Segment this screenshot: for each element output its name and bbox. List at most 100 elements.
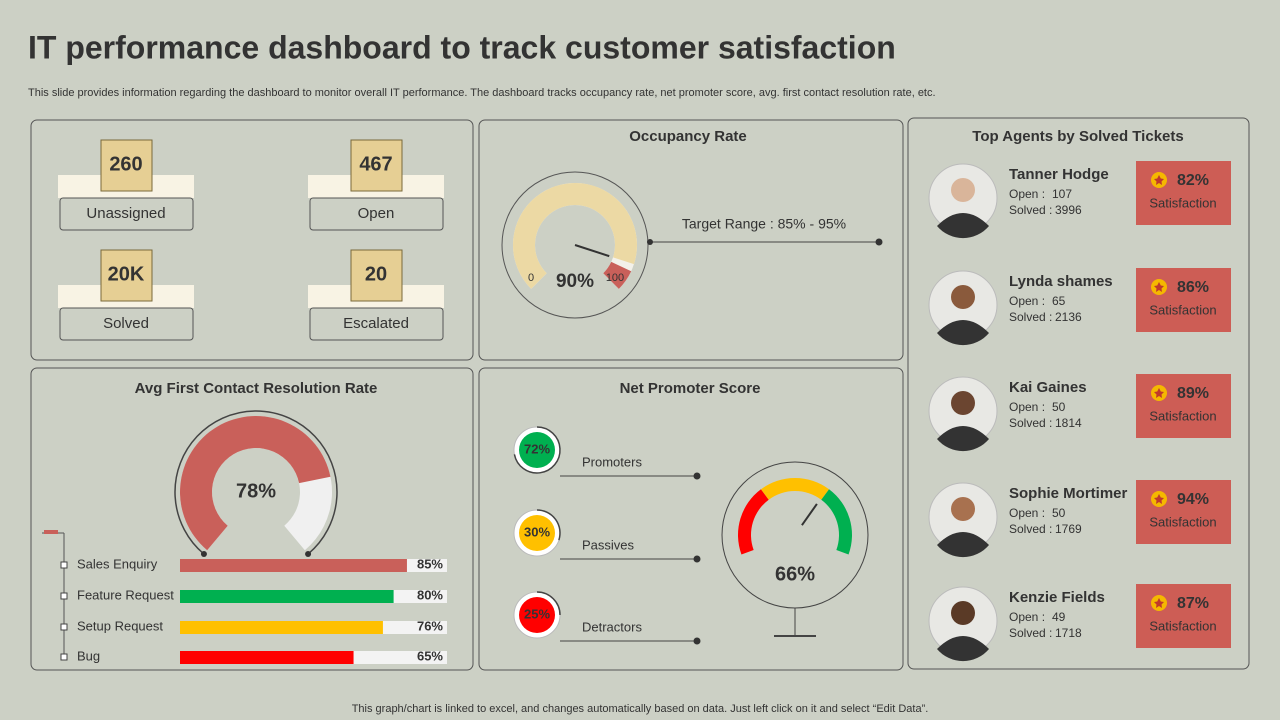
satisfaction-label: Satisfaction (1149, 514, 1216, 529)
agent-solved: 2136 (1055, 310, 1082, 324)
satisfaction-box (1136, 584, 1231, 648)
legend-square (60, 623, 68, 631)
agent-solved: 1718 (1055, 626, 1082, 640)
nps-dot (693, 637, 701, 645)
agent-name: Lynda shames (1009, 273, 1113, 290)
agent-open-label: Open : (1009, 187, 1045, 201)
kpi-value-box (350, 249, 403, 302)
bar (180, 590, 394, 603)
kpi-label-box (309, 197, 444, 231)
star-shape (1154, 598, 1164, 608)
gauge-zone (760, 478, 830, 500)
gauge-min: 0 (528, 272, 534, 284)
nps-ring-fill (536, 591, 561, 616)
gauge-value: 78% (236, 480, 276, 502)
nps-circle (519, 597, 555, 633)
gauge-max: 100 (606, 272, 624, 284)
agent-photo-body (937, 636, 989, 662)
footer: This graph/chart is linked to excel, and… (352, 703, 929, 715)
bar-label: Sales Enquiry (77, 556, 158, 571)
agent-open: 50 (1052, 400, 1066, 414)
satisfaction-box (1136, 161, 1231, 225)
agent-open-label: Open : (1009, 294, 1045, 308)
satisfaction-box (1136, 480, 1231, 544)
panel (907, 117, 1250, 670)
kpi-label-box (59, 197, 194, 231)
gauge-end (603, 261, 632, 289)
nps-label: Promoters (582, 454, 642, 469)
panel-title: Net Promoter Score (620, 380, 761, 397)
nps-value: 25% (524, 606, 550, 621)
panel-title: Top Agents by Solved Tickets (972, 128, 1183, 145)
kpi-value-box (100, 139, 153, 192)
agent-name: Kenzie Fields (1009, 589, 1105, 606)
satisfaction-label: Satisfaction (1149, 302, 1216, 317)
kpi-label: Unassigned (86, 205, 165, 222)
panel-title: Occupancy Rate (629, 128, 747, 145)
nps-dot (693, 555, 701, 563)
kpi-value-box (100, 249, 153, 302)
panel (30, 119, 474, 361)
target-dot (875, 238, 883, 246)
agent-solved: 3996 (1055, 203, 1082, 217)
kpi-value: 260 (109, 153, 142, 175)
kpi-value-box (350, 139, 403, 192)
satisfaction-box (1136, 268, 1231, 332)
star-shape (1154, 494, 1164, 504)
nps-value: 30% (524, 524, 550, 539)
bar (180, 621, 383, 634)
bar-value: 65% (417, 648, 443, 663)
agent-open-label: Open : (1009, 400, 1045, 414)
kpi-label-box (59, 307, 194, 341)
target-range: Target Range : 85% - 95% (682, 216, 846, 232)
panel (30, 367, 474, 671)
kpi-value: 467 (359, 153, 392, 175)
agent-name: Sophie Mortimer (1009, 485, 1128, 502)
agent-name: Tanner Hodge (1009, 166, 1109, 183)
star-shape (1154, 388, 1164, 398)
satisfaction-label: Satisfaction (1149, 195, 1216, 210)
agent-photo-head (951, 391, 975, 415)
nps-ring-fill (513, 426, 561, 474)
agent-photo-head (951, 178, 975, 202)
agent-photo-head (951, 285, 975, 309)
gauge-dot (305, 551, 312, 558)
gauge-zone (821, 489, 853, 555)
agent-open: 50 (1052, 506, 1066, 520)
gauge-outline (501, 171, 649, 319)
nps-label: Passives (582, 537, 635, 552)
agent-open: 65 (1052, 294, 1066, 308)
kpi-label: Open (358, 205, 395, 222)
kpi-value: 20K (108, 263, 145, 285)
nps-dot (693, 472, 701, 480)
gauge-value: 90% (556, 271, 594, 292)
satisfaction-value: 87% (1177, 595, 1209, 612)
gauge-dot (200, 551, 207, 558)
satisfaction-value: 82% (1177, 172, 1209, 189)
satisfaction-value: 94% (1177, 491, 1209, 508)
gauge-zone (738, 489, 769, 555)
satisfaction-label: Satisfaction (1149, 408, 1216, 423)
bar (180, 651, 354, 664)
legend-square (60, 592, 68, 600)
agent-solved: 1814 (1055, 416, 1082, 430)
bar-label: Bug (77, 648, 100, 663)
agent-open-label: Open : (1009, 610, 1045, 624)
gauge-fill (512, 183, 637, 289)
agent-name: Kai Gaines (1009, 379, 1087, 396)
panel-title: Avg First Contact Resolution Rate (135, 380, 378, 397)
bar-value: 85% (417, 556, 443, 571)
target-dot (647, 239, 653, 245)
agent-open-label: Open : (1009, 506, 1045, 520)
satisfaction-box (1136, 374, 1231, 438)
kpi-label-box (309, 307, 444, 341)
agent-solved-label: Solved : (1009, 310, 1052, 324)
nps-circle (519, 432, 555, 468)
agent-photo-body (937, 320, 989, 346)
panel (478, 367, 904, 671)
bar-value: 80% (417, 587, 443, 602)
agent-open: 49 (1052, 610, 1066, 624)
star-shape (1154, 282, 1164, 292)
kpi-label: Solved (103, 315, 149, 332)
